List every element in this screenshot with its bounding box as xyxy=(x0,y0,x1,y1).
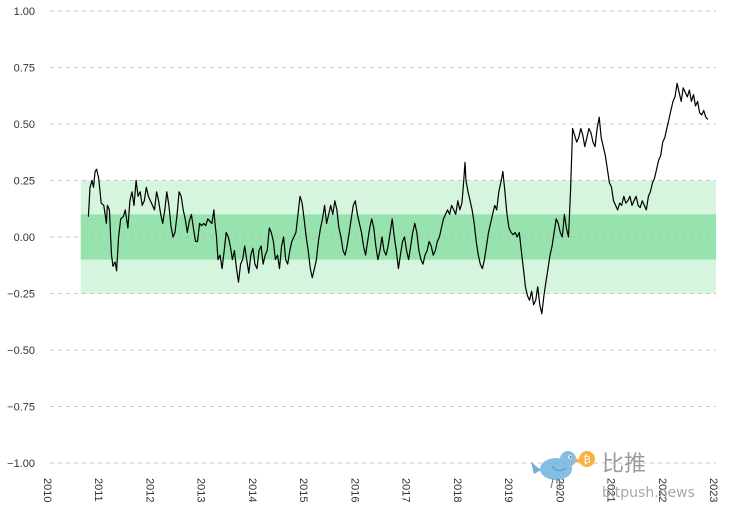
y-tick-label: −0.50 xyxy=(7,345,35,357)
y-axis-ticks: 1.00 0.75 0.50 0.25 0.00 −0.25 −0.50 −0.75 −1.00 xyxy=(7,6,35,470)
bird-icon xyxy=(531,451,583,489)
x-tick-label: 2023 xyxy=(707,478,719,502)
x-tick-label: 2015 xyxy=(297,478,309,502)
watermark: ₿ 比推 bitpush.news xyxy=(531,451,695,501)
x-tick-label: 2018 xyxy=(451,478,463,502)
coin-symbol: ₿ xyxy=(583,454,590,466)
bitcoin-coin-icon: ₿ xyxy=(579,451,595,467)
x-tick-label: 2017 xyxy=(400,478,412,502)
y-tick-label: −0.75 xyxy=(7,402,35,414)
x-tick-label: 2014 xyxy=(246,478,258,502)
series-line xyxy=(87,82,709,315)
x-tick-label: 2020 xyxy=(553,478,565,502)
x-tick-label: 2019 xyxy=(502,478,514,502)
gridlines xyxy=(50,10,716,464)
x-tick-label: 2022 xyxy=(656,478,668,502)
y-tick-label: 0.75 xyxy=(14,63,35,75)
y-tick-label: 0.25 xyxy=(14,176,35,188)
x-tick-label: 2010 xyxy=(41,478,53,502)
x-tick-label: 2013 xyxy=(195,478,207,502)
x-tick-label: 2021 xyxy=(605,478,617,502)
watermark-url-text: bitpush.news xyxy=(602,485,695,501)
y-tick-label: −1.00 xyxy=(7,458,35,470)
y-tick-label: 0.00 xyxy=(14,232,35,244)
series-layer xyxy=(87,82,709,315)
y-tick-label: 0.50 xyxy=(14,119,35,131)
x-tick-label: 2011 xyxy=(92,478,104,502)
x-tick-label: 2012 xyxy=(143,478,155,502)
y-tick-label: 1.00 xyxy=(14,6,35,18)
x-tick-label: 2016 xyxy=(348,478,360,502)
y-tick-label: −0.25 xyxy=(7,289,35,301)
watermark-brand-text: 比推 xyxy=(602,452,646,477)
x-axis-ticks: 2010 2011 2012 2013 2014 2015 2016 2017 2018 2019… xyxy=(41,478,719,502)
